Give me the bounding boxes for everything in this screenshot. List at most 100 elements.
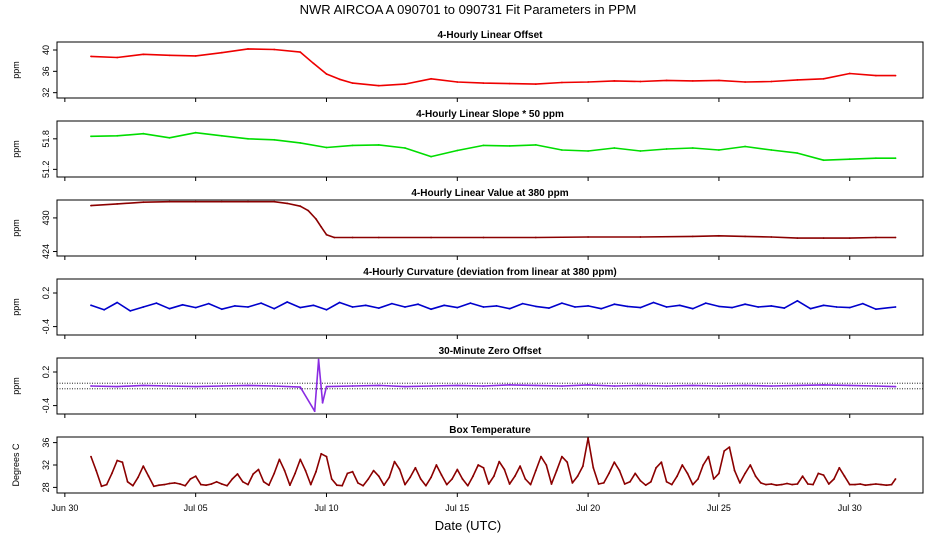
data-point	[90, 55, 92, 58]
data-point	[220, 134, 223, 137]
data-point	[90, 455, 92, 458]
data-point	[142, 465, 145, 467]
data-point	[783, 307, 786, 309]
data-point	[665, 306, 668, 308]
data-point	[660, 461, 663, 464]
data-point	[796, 152, 799, 155]
data-point	[702, 464, 705, 466]
data-point	[770, 305, 773, 307]
data-point	[456, 149, 459, 152]
data-point	[602, 482, 605, 484]
data-point	[220, 51, 223, 54]
data-point	[822, 304, 825, 307]
data-point	[333, 236, 336, 239]
data-point	[268, 484, 270, 487]
data-point	[894, 385, 897, 388]
panel-title: 30-Minute Zero Offset	[439, 346, 542, 357]
data-point	[168, 136, 171, 139]
panel-title: Box Temperature	[449, 425, 531, 436]
data-point	[495, 305, 498, 307]
data-point	[670, 483, 673, 486]
data-point	[749, 464, 752, 466]
y-tick-label: 51.2	[41, 161, 51, 179]
data-point	[534, 144, 537, 146]
data-point	[875, 157, 877, 160]
data-point	[561, 385, 563, 387]
data-point	[864, 484, 867, 487]
data-point	[744, 81, 746, 83]
data-point	[592, 466, 595, 469]
data-point	[404, 83, 406, 85]
data-point	[744, 235, 746, 238]
y-axis-label: ppm	[11, 61, 21, 79]
data-point	[309, 483, 312, 486]
data-point	[561, 302, 563, 304]
data-point	[430, 308, 432, 311]
data-point	[351, 82, 354, 84]
data-point	[466, 484, 469, 487]
data-point	[574, 306, 576, 308]
data-point	[770, 385, 773, 387]
data-point	[608, 472, 610, 475]
data-point	[848, 237, 851, 240]
data-point	[257, 468, 260, 471]
data-point	[848, 72, 851, 75]
data-point	[733, 469, 736, 472]
y-axis-label: ppm	[11, 377, 21, 395]
panel-title: 4-Hourly Curvature (deviation from linea…	[363, 267, 616, 278]
data-point	[587, 384, 589, 386]
data-point	[875, 74, 877, 77]
series-line	[90, 299, 896, 312]
data-point	[307, 209, 310, 212]
data-point	[482, 82, 485, 84]
data-point	[697, 478, 699, 480]
data-point	[398, 468, 401, 471]
data-point	[194, 306, 197, 309]
data-point	[142, 384, 145, 387]
data-point	[652, 301, 655, 304]
y-axis-label: Degrees C	[11, 443, 21, 487]
data-point	[419, 478, 422, 480]
panel-title: 4-Hourly Linear Slope * 50 ppm	[416, 109, 564, 120]
panel-2: 4-Hourly Linear Slope * 50 ppm 51.2 51.8 pp…	[11, 109, 924, 181]
data-point	[576, 475, 579, 478]
data-point	[718, 385, 720, 387]
data-point	[482, 144, 485, 147]
y-tick-label: 0.2	[41, 287, 51, 300]
data-point	[521, 302, 524, 305]
data-point	[869, 483, 872, 486]
data-point	[210, 483, 213, 485]
data-point	[142, 53, 145, 56]
data-point	[822, 77, 825, 80]
data-point	[126, 480, 129, 483]
data-point	[152, 485, 155, 488]
data-point	[377, 384, 380, 387]
data-point	[430, 236, 432, 239]
data-point	[807, 483, 809, 485]
y-axis-label: ppm	[11, 298, 21, 316]
data-point	[325, 455, 328, 458]
data-point	[247, 48, 249, 50]
data-point	[791, 483, 794, 486]
data-point	[273, 138, 276, 141]
data-point	[321, 401, 324, 404]
data-point	[116, 385, 119, 388]
data-point	[482, 466, 485, 469]
data-point	[691, 384, 694, 387]
data-point	[487, 483, 490, 485]
data-point	[587, 150, 589, 152]
panel-title: 4-Hourly Linear Offset	[437, 30, 543, 41]
data-point	[247, 306, 249, 308]
data-point	[770, 149, 773, 151]
panel-title: 4-Hourly Linear Value at 380 ppm	[411, 188, 568, 199]
data-point	[644, 484, 647, 487]
x-tick-label: Jul 20	[576, 503, 600, 513]
data-point	[181, 303, 184, 306]
data-point	[534, 236, 537, 239]
data-point	[325, 385, 328, 388]
data-point	[299, 386, 302, 388]
data-point	[142, 132, 145, 135]
x-tick-label: Jul 25	[707, 503, 731, 513]
data-point	[241, 480, 244, 483]
data-point	[623, 483, 626, 485]
